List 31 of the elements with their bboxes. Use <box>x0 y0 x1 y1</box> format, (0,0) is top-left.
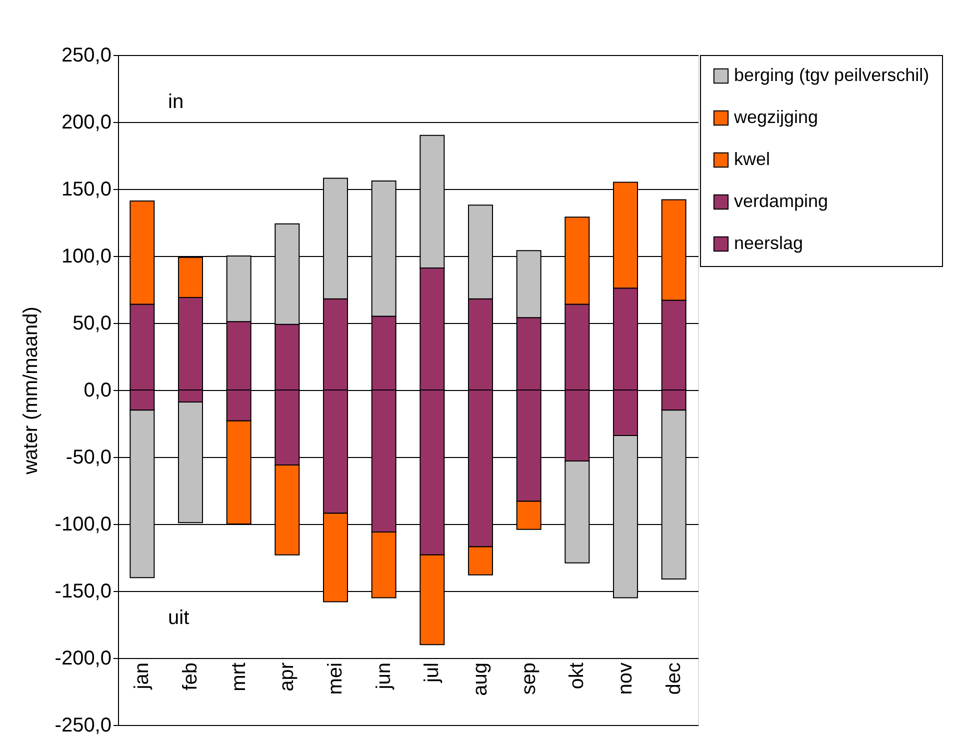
x-tick-label: apr <box>276 662 298 692</box>
x-tick-label: feb <box>180 662 202 690</box>
x-tick-label: aug <box>470 662 492 696</box>
y-tick-label: -200,0 <box>54 648 112 670</box>
y-tick-label: -100,0 <box>54 514 112 536</box>
x-tick-label: okt <box>566 662 588 690</box>
legend-label: neerslag <box>734 233 804 253</box>
x-tick-label: dec <box>662 662 685 695</box>
y-tick-label: 100,0 <box>61 246 112 268</box>
x-tick-label: jan <box>131 662 154 690</box>
legend-label: berging (tgv peilverschil) <box>734 65 930 85</box>
legend-label: wegzijging <box>733 107 818 127</box>
annotation: in <box>168 90 184 113</box>
annotation: uit <box>168 606 190 629</box>
y-tick-label: 0,0 <box>84 380 112 402</box>
x-tick-label: mei <box>324 662 346 695</box>
y-tick-label: -250,0 <box>54 714 112 736</box>
y-tick-label: 250,0 <box>61 44 112 66</box>
y-tick-label: 200,0 <box>61 112 112 134</box>
x-tick-label: nov <box>614 662 636 695</box>
y-tick-label: 50,0 <box>72 312 112 334</box>
y-tick-label: -50,0 <box>66 446 112 468</box>
legend-label: verdamping <box>734 191 828 211</box>
x-tick-label: mrt <box>228 662 250 692</box>
x-tick-label: jul <box>421 662 444 684</box>
legend-label: kwel <box>734 149 770 169</box>
x-tick-label: sep <box>518 662 540 695</box>
y-tick-label: 150,0 <box>61 178 112 200</box>
y-tick-label: -150,0 <box>54 580 112 602</box>
x-tick-label: jun <box>372 662 395 690</box>
y-axis-title: water (mm/maand) <box>20 306 42 476</box>
